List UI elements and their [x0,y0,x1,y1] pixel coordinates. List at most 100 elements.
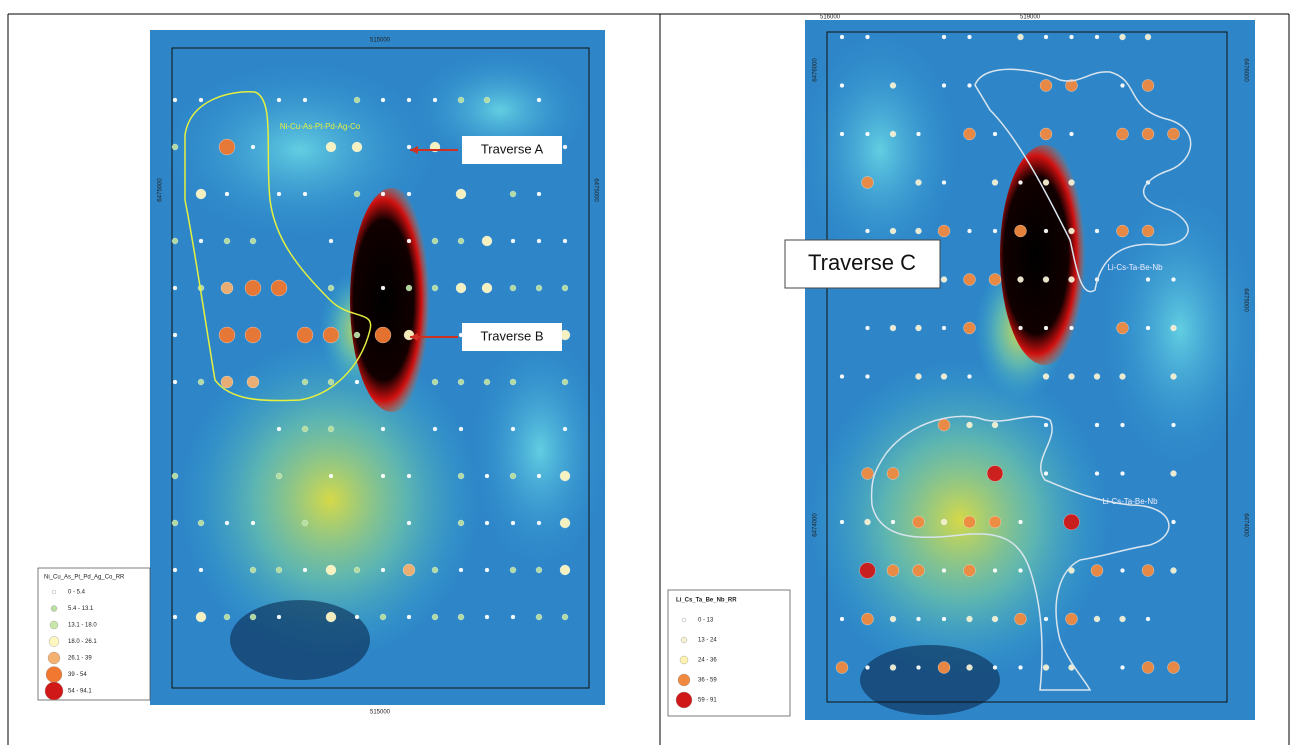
sample-point [1094,374,1100,380]
traverse-label: Traverse B [480,328,543,343]
sample-point [1043,374,1049,380]
sample-point [866,35,870,39]
legend-label: 5.4 - 13.1 [68,606,94,612]
sample-point [1019,569,1023,573]
axis-label: 515000 [370,38,391,44]
caption-strip [0,0,660,12]
sample-point [221,376,233,388]
sample-point [992,180,998,186]
sample-point [1120,34,1126,40]
sample-point [458,97,464,103]
sample-point [407,474,411,478]
sample-point [303,192,307,196]
sample-point [964,516,976,528]
sample-point [917,132,921,136]
sample-point [485,521,489,525]
sample-point [941,277,947,283]
sample-point [1066,613,1078,625]
page: {"left_map": { "axis_labels": {"top": "5… [0,0,1293,745]
sample-point [1064,514,1080,530]
sample-point [276,567,282,573]
sample-point [458,379,464,385]
sample-point [219,139,235,155]
sample-point [840,375,844,379]
sample-point [917,617,921,621]
axis-label: 6475000 [1242,288,1248,312]
sample-point [890,83,896,89]
axis-label: 519000 [1020,15,1041,21]
sample-point [251,145,255,149]
sample-point [511,615,515,619]
sample-point [407,615,411,619]
sample-point [1044,35,1048,39]
axis-label: 6475000 [158,178,164,202]
sample-point [942,326,946,330]
sample-point [992,616,998,622]
sample-point [196,189,206,199]
sample-point [1094,616,1100,622]
legend-label: 59 - 91 [698,698,717,704]
sample-point [1095,472,1099,476]
sample-point [326,142,336,152]
sample-point [1019,520,1023,524]
sample-point [456,189,466,199]
sample-point [1044,229,1048,233]
sample-point [381,98,385,102]
sample-point [993,569,997,573]
axis-label: 6474000 [813,513,819,537]
sample-point [407,192,411,196]
anomaly [1000,145,1090,365]
sample-point [456,283,466,293]
sample-point [1121,666,1125,670]
sample-point [866,326,870,330]
legend-symbol [52,590,56,594]
sample-point [510,285,516,291]
legend-label: 36 - 59 [698,678,717,684]
sample-point [432,379,438,385]
sample-point [938,419,950,431]
sample-point [1117,322,1129,334]
anomaly [350,188,434,412]
sample-point [967,665,973,671]
legend-title: Li_Cs_Ta_Be_Nb_RR [676,598,737,604]
sample-point [537,98,541,102]
sample-point [1070,326,1074,330]
sample-point [432,614,438,620]
sample-point [1043,665,1049,671]
sample-point [563,239,567,243]
sample-point [433,427,437,431]
legend-symbol [678,674,690,686]
legend-label: 24 - 36 [698,658,717,664]
legend-symbol [680,656,688,664]
sample-point [836,662,848,674]
legend-symbol [51,606,57,612]
sample-point [271,280,287,296]
sample-point [1095,35,1099,39]
sample-point [964,274,976,286]
sample-point [964,322,976,334]
sample-point [381,192,385,196]
sample-point [303,568,307,572]
sample-point [482,236,492,246]
sample-point [916,374,922,380]
sample-point [199,98,203,102]
legend-symbol [46,667,62,683]
sample-point [407,145,411,149]
sample-point [277,192,281,196]
sample-point [1018,34,1024,40]
legend-label: 13.1 - 18.0 [68,623,97,629]
sample-point [968,35,972,39]
sample-point [560,518,570,528]
sample-point [458,238,464,244]
sample-point [1117,225,1129,237]
sample-point [1018,277,1024,283]
sample-point [1069,180,1075,186]
sample-point [406,285,412,291]
sample-point [484,97,490,103]
sample-point [1044,617,1048,621]
sample-point [964,128,976,140]
sample-point [432,285,438,291]
sample-point [354,567,360,573]
sample-point [1171,325,1177,331]
sample-point [1095,229,1099,233]
